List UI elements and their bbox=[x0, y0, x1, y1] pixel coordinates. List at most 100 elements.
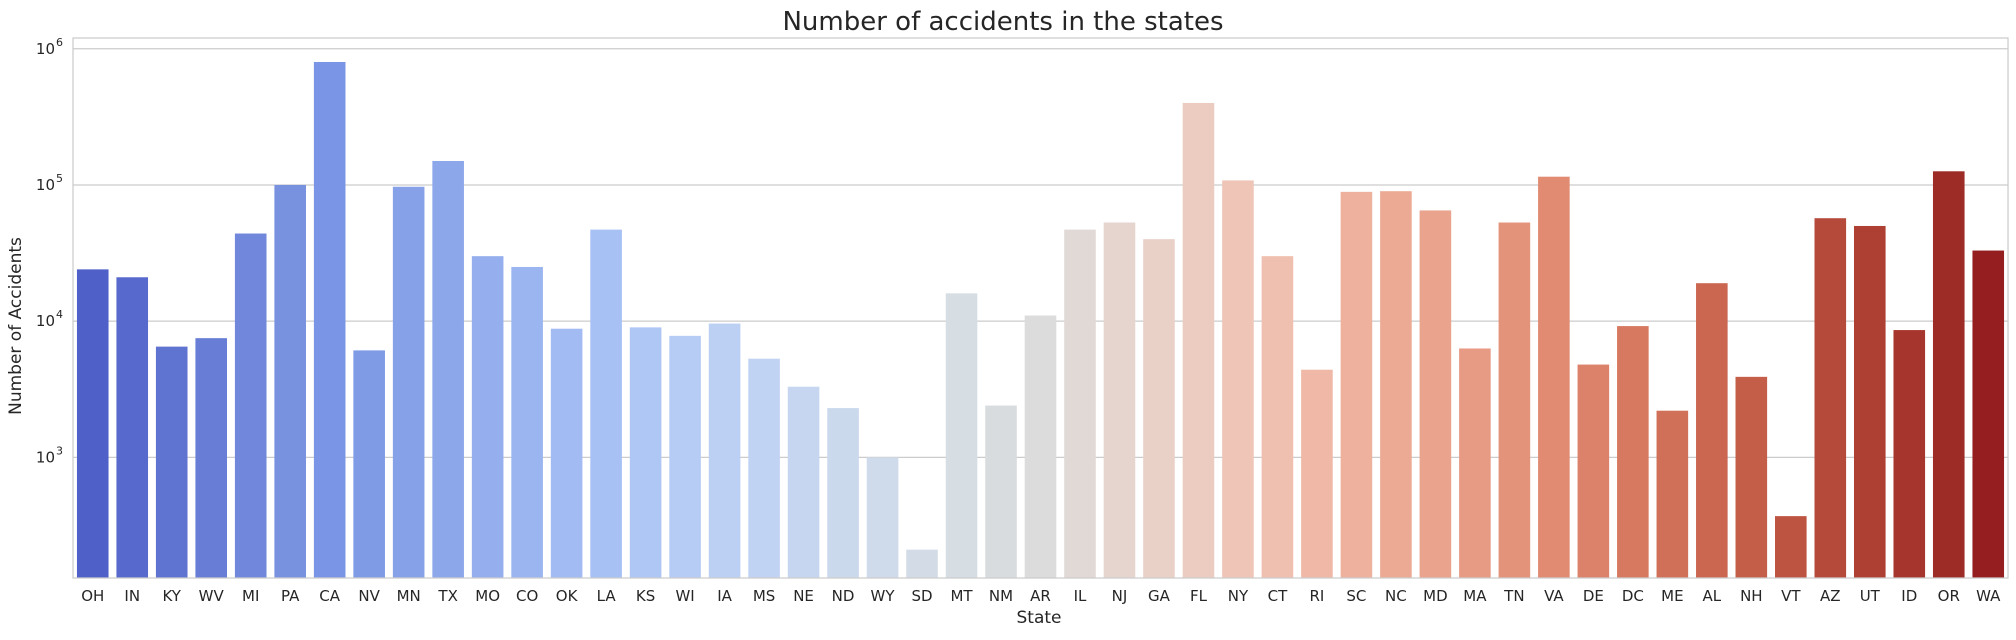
bar-co bbox=[511, 266, 543, 578]
y-tick-exponent: 6 bbox=[56, 36, 63, 49]
x-tick-label: MT bbox=[950, 587, 973, 605]
x-axis-label: State bbox=[1017, 608, 1062, 628]
y-tick-exponent: 5 bbox=[56, 172, 63, 185]
x-tick-label: NV bbox=[358, 587, 380, 605]
x-tick-labels: OH IN KY WV MI PA CA NV MN TX MO CO OK LA KS WI IA MS NE ND… bbox=[81, 587, 2001, 605]
bar-de bbox=[1577, 364, 1610, 578]
bar-ca bbox=[313, 61, 346, 579]
y-tick-label: 10 bbox=[36, 312, 55, 330]
y-tick-exponent: 4 bbox=[56, 308, 63, 321]
y-tick-label: 10 bbox=[36, 40, 55, 58]
x-tick-label: WI bbox=[675, 587, 694, 605]
x-tick-label: IA bbox=[717, 587, 732, 605]
x-tick-label: LA bbox=[597, 587, 617, 605]
x-tick-label: CO bbox=[516, 587, 538, 605]
x-tick-label: CA bbox=[319, 587, 340, 605]
bar-tn bbox=[1498, 222, 1531, 579]
x-tick-label: RI bbox=[1309, 587, 1324, 605]
bar-or bbox=[1932, 171, 1965, 579]
bar-wa bbox=[1972, 250, 2005, 578]
bar-wi bbox=[669, 335, 701, 578]
y-tick-exponent: 3 bbox=[56, 444, 63, 457]
bar-in bbox=[116, 277, 149, 578]
x-tick-label: MS bbox=[753, 587, 775, 605]
bar-ny bbox=[1222, 180, 1254, 578]
x-tick-label: NM bbox=[989, 587, 1013, 605]
x-tick-label: WY bbox=[871, 587, 896, 605]
x-tick-label: IL bbox=[1074, 587, 1087, 605]
x-tick-label: PA bbox=[281, 587, 300, 605]
bar-nc bbox=[1380, 191, 1412, 578]
bar-ia bbox=[708, 323, 741, 578]
bar-nh bbox=[1735, 376, 1768, 578]
x-tick-label: MA bbox=[1463, 587, 1487, 605]
x-tick-label: WA bbox=[1976, 587, 2001, 605]
bar-ri bbox=[1301, 369, 1333, 578]
x-tick-label: OK bbox=[556, 587, 579, 605]
bar-sc bbox=[1340, 191, 1373, 578]
bar-sd bbox=[906, 549, 938, 578]
x-tick-label: FL bbox=[1190, 587, 1208, 605]
bar-dc bbox=[1617, 326, 1649, 578]
x-tick-label: AR bbox=[1030, 587, 1051, 605]
bar-mi bbox=[234, 233, 267, 578]
bar-ky bbox=[155, 346, 188, 578]
bar-ms bbox=[748, 358, 780, 578]
x-tick-label: MI bbox=[242, 587, 259, 605]
x-tick-label: KY bbox=[162, 587, 181, 605]
bar-md bbox=[1419, 210, 1452, 578]
x-tick-label: NJ bbox=[1112, 587, 1128, 605]
x-tick-label: ND bbox=[832, 587, 855, 605]
y-tick-label: 10 bbox=[36, 448, 55, 466]
x-tick-label: OH bbox=[81, 587, 104, 605]
x-tick-label: VT bbox=[1781, 587, 1801, 605]
bar-id bbox=[1893, 330, 1926, 578]
x-tick-label: ID bbox=[1901, 587, 1917, 605]
bar-il bbox=[1064, 229, 1096, 578]
x-tick-label: TN bbox=[1503, 587, 1524, 605]
x-tick-label: OR bbox=[1938, 587, 1960, 605]
x-tick-label: TX bbox=[437, 587, 457, 605]
x-tick-label: KS bbox=[636, 587, 655, 605]
bar-tx bbox=[432, 160, 464, 578]
bar-ok bbox=[550, 328, 583, 578]
y-axis-label: Number of Accidents bbox=[6, 237, 26, 415]
x-tick-label: MO bbox=[475, 587, 500, 605]
plot-frame bbox=[72, 37, 2009, 579]
x-tick-label: WV bbox=[199, 587, 225, 605]
x-tick-label: GA bbox=[1148, 587, 1171, 605]
bar-la bbox=[590, 229, 622, 578]
bar-va bbox=[1538, 176, 1570, 579]
bar-mt bbox=[945, 293, 978, 578]
x-tick-label: NC bbox=[1385, 587, 1407, 605]
bar-al bbox=[1696, 283, 1728, 578]
x-tick-label: ME bbox=[1661, 587, 1683, 605]
x-tick-label: SD bbox=[911, 587, 932, 605]
x-tick-label: SC bbox=[1346, 587, 1366, 605]
bar-oh bbox=[76, 269, 109, 578]
bar-ne bbox=[787, 386, 820, 578]
y-tick-label: 10 bbox=[36, 176, 55, 194]
bar-wy bbox=[866, 457, 899, 578]
bar-pa bbox=[274, 184, 306, 579]
bar-nj bbox=[1103, 222, 1136, 579]
x-tick-label: NH bbox=[1740, 587, 1763, 605]
bar-wv bbox=[195, 338, 228, 578]
x-tick-label: NE bbox=[793, 587, 814, 605]
x-tick-label: AZ bbox=[1820, 587, 1841, 605]
bar-mo bbox=[471, 256, 504, 578]
chart-title: Number of accidents in the states bbox=[782, 7, 1223, 37]
bar-ar bbox=[1024, 315, 1057, 578]
x-tick-label: IN bbox=[124, 587, 140, 605]
bar-ks bbox=[629, 327, 662, 578]
x-tick-label: AL bbox=[1703, 587, 1722, 605]
bar-ct bbox=[1261, 256, 1294, 578]
bar-ut bbox=[1853, 225, 1886, 578]
bar-ma bbox=[1459, 348, 1491, 578]
bar-fl bbox=[1182, 102, 1215, 578]
bar-vt bbox=[1775, 516, 1807, 578]
bar-nv bbox=[353, 350, 385, 578]
